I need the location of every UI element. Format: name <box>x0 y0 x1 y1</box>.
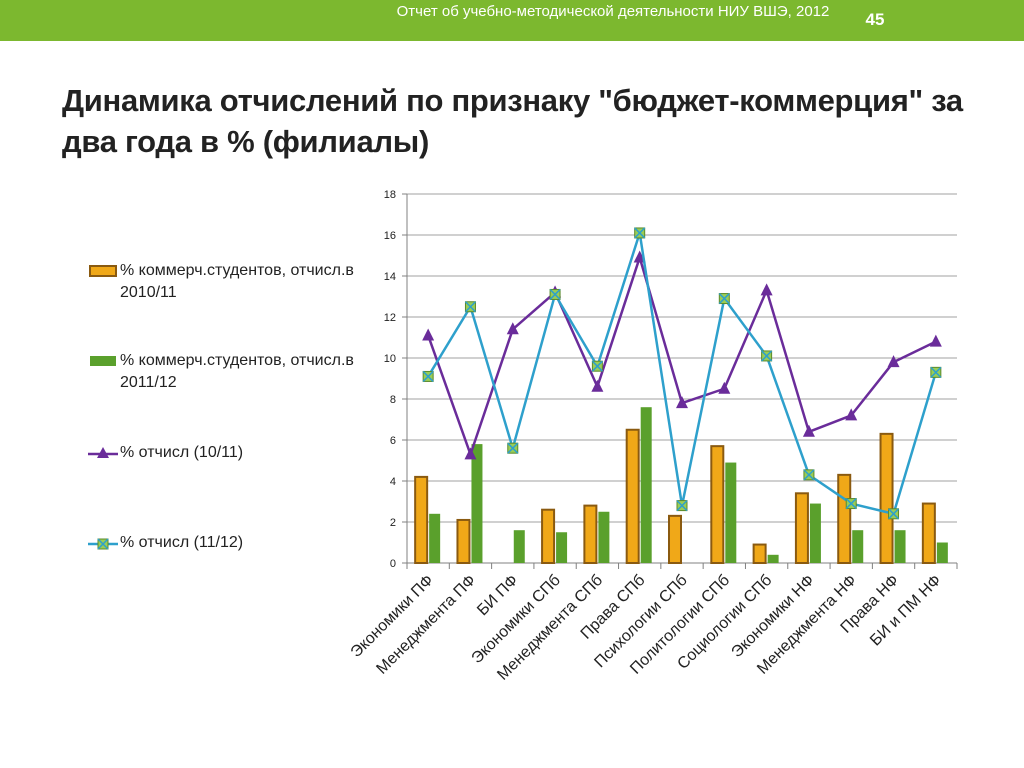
bar-2011 <box>936 542 948 563</box>
y-tick-label: 2 <box>390 517 396 529</box>
y-tick-label: 8 <box>390 394 396 406</box>
series-1112-point <box>464 301 476 313</box>
series-1011-point <box>802 424 815 437</box>
legend-line-swatch-1011 <box>88 447 118 458</box>
bar-2011 <box>894 530 906 563</box>
series-1011-point <box>760 283 773 296</box>
series-1112-point <box>803 469 815 481</box>
legend-item-bar-2011: % коммерч.студентов, отчисл.в 2011/12 <box>88 350 378 410</box>
legend-item-line-1112: % отчисл (11/12) <box>88 532 378 592</box>
series-1112-point <box>507 442 519 454</box>
series-1011-point <box>887 355 900 368</box>
bar-2010 <box>752 543 767 564</box>
series-1112-point <box>591 360 603 372</box>
series-1112-point <box>549 288 561 300</box>
y-tick-label: 18 <box>384 189 396 201</box>
bar-2010 <box>921 502 936 564</box>
legend-label: % отчисл (10/11) <box>120 444 244 461</box>
series-1112-point <box>634 227 646 239</box>
series-1011-point <box>422 328 435 341</box>
series-1011-point <box>591 379 604 392</box>
series-1112-point <box>718 293 730 305</box>
bar-2011 <box>767 554 779 563</box>
series-1112-point <box>761 350 773 362</box>
series-1011-point <box>929 334 942 347</box>
bar-2011 <box>429 513 441 563</box>
series-1112-point <box>888 508 900 520</box>
bar-2011 <box>513 530 525 563</box>
series-1011-point <box>845 408 858 421</box>
legend-label: % коммерч.студентов, отчисл.в 2011/12 <box>120 352 354 391</box>
y-tick-label: 6 <box>390 435 396 447</box>
y-tick-label: 16 <box>384 230 396 242</box>
bar-2010 <box>541 508 556 565</box>
series-1011-line <box>426 256 937 456</box>
header-bar: Отчет об учебно-методической деятельност… <box>0 0 1024 41</box>
series-1011-point <box>464 447 477 460</box>
bar-2010 <box>414 475 429 564</box>
y-tick-label: 0 <box>390 558 396 570</box>
bar-2011 <box>471 444 483 563</box>
series-1112-line <box>427 231 938 516</box>
page-number: 45 <box>865 10 885 29</box>
legend-item-bar-2010: % коммерч.студентов, отчисл.в 2010/11 <box>88 260 378 320</box>
bar-2010 <box>625 428 640 564</box>
legend-label: % отчисл (11/12) <box>120 534 244 551</box>
series-1011-point <box>676 396 688 409</box>
series-1011-point <box>718 381 731 394</box>
slide-title: Динамика отчислений по признаку "бюджет-… <box>62 83 963 159</box>
legend-bar-swatch-2010 <box>89 265 117 277</box>
bar-2010 <box>794 492 809 564</box>
y-tick-label: 4 <box>390 476 396 488</box>
report-title: Отчет об учебно-методической деятельност… <box>396 3 830 20</box>
bar-2011 <box>725 462 737 563</box>
bar-2011 <box>556 532 568 563</box>
bar-2010 <box>668 514 682 564</box>
y-tick-label: 14 <box>384 271 396 283</box>
series-1112-point <box>676 500 688 512</box>
series-1112-point <box>845 498 857 510</box>
legend-bar-swatch-2011 <box>90 356 116 366</box>
series-1011-point <box>506 322 519 335</box>
y-tick-label: 12 <box>384 312 396 324</box>
bar-2011 <box>809 503 821 563</box>
bar-2010 <box>710 445 725 564</box>
y-tick-label: 10 <box>384 353 396 365</box>
bar-2010 <box>837 473 852 565</box>
bar-2010 <box>879 432 894 564</box>
bar-2011 <box>640 407 652 563</box>
bar-2010 <box>456 518 471 565</box>
series-1112-point <box>930 366 942 378</box>
legend-item-line-1011: % отчисл (10/11) <box>88 442 378 502</box>
bar-2011 <box>852 530 864 563</box>
legend-line-swatch-1112 <box>88 538 118 550</box>
bar-2010 <box>583 504 598 565</box>
bar-2011 <box>598 511 610 563</box>
series-1112-point <box>422 370 434 382</box>
legend-label: % коммерч.студентов, отчисл.в 2010/11 <box>120 262 354 301</box>
